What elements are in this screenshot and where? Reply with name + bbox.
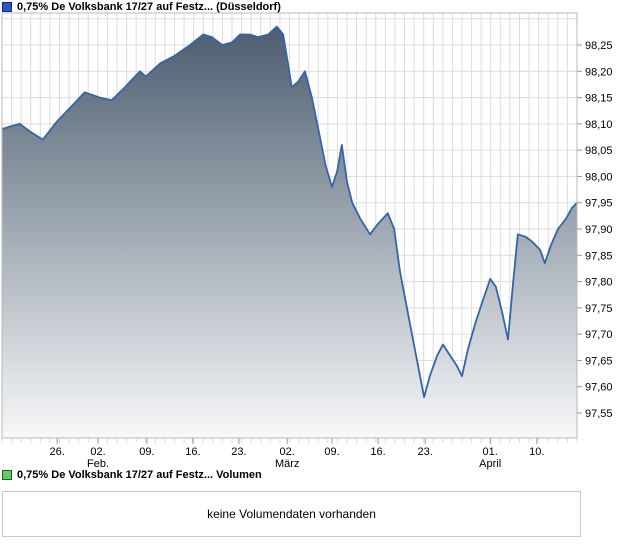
y-axis-label: 98,10 — [585, 119, 613, 131]
x-axis-label: 26. — [50, 446, 65, 458]
volume-panel: keine Volumendaten vorhanden — [2, 491, 581, 537]
x-axis-label: 01. — [483, 446, 498, 458]
y-axis-label: 97,70 — [585, 329, 613, 341]
y-axis-label: 98,25 — [585, 40, 613, 52]
price-chart-canvas[interactable]: 98,25 98,20 98,15 98,10 98,05 98,00 97,95 97,90… — [0, 0, 620, 475]
y-axis-label: 97,60 — [585, 382, 613, 394]
y-axis-label: 97,80 — [585, 277, 613, 289]
y-axis-label: 97,95 — [585, 198, 613, 210]
price-area — [2, 26, 577, 438]
y-axis-label: 97,65 — [585, 355, 613, 367]
price-legend: 0,75% De Volksbank 17/27 auf Festz... (D… — [2, 1, 281, 13]
volume-series-marker — [2, 470, 12, 480]
price-series-label: 0,75% De Volksbank 17/27 auf Festz... (D… — [17, 1, 281, 13]
x-axis-label: 10. — [529, 446, 544, 458]
x-axis-label: 16. — [370, 446, 385, 458]
y-axis-label: 97,90 — [585, 224, 613, 236]
x-axis-label: 09. — [139, 446, 154, 458]
y-axis-label: 97,85 — [585, 250, 613, 262]
x-axis-month-label: Feb. — [87, 458, 109, 470]
price-line — [1, 25, 578, 399]
price-series-marker — [2, 2, 12, 12]
x-axis-label: 09. — [324, 446, 339, 458]
x-axis-label: 23. — [418, 446, 433, 458]
y-axis-label: 98,05 — [585, 145, 613, 157]
volume-legend: 0,75% De Volksbank 17/27 auf Festz... Vo… — [2, 469, 262, 481]
x-axis-month-label: April — [479, 458, 501, 470]
x-axis-label: 16. — [185, 446, 200, 458]
y-axis-label: 98,15 — [585, 93, 613, 105]
x-axis-label: 02. — [90, 446, 105, 458]
no-volume-message: keine Volumendaten vorhanden — [207, 507, 376, 521]
volume-series-label: 0,75% De Volksbank 17/27 auf Festz... Vo… — [17, 469, 262, 481]
y-axis-label: 97,75 — [585, 303, 613, 315]
plot-border — [1, 12, 578, 439]
y-axis-label: 98,00 — [585, 171, 613, 183]
x-axis-month-label: März — [275, 458, 299, 470]
y-axis-label: 98,20 — [585, 66, 613, 78]
y-axis-label: 97,55 — [585, 408, 613, 420]
x-axis-label: 23. — [231, 446, 246, 458]
x-axis-label: 02. — [280, 446, 295, 458]
